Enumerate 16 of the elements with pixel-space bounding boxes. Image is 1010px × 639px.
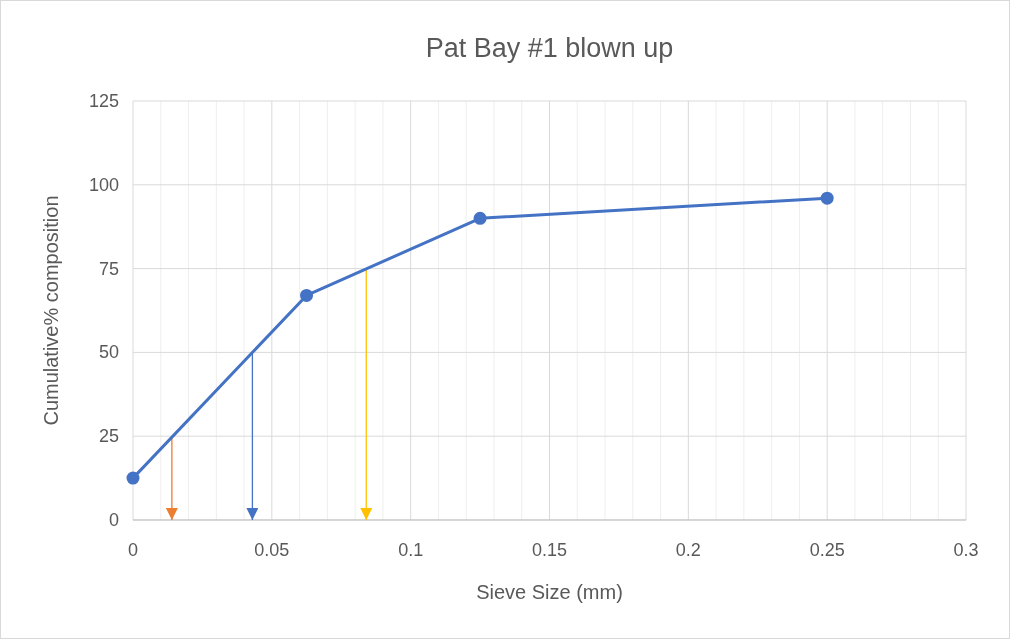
x-tick-label: 0 [127, 540, 139, 560]
x-tick-label: 0.2 [675, 540, 701, 560]
x-tick-label: 0.25 [809, 540, 845, 560]
y-tick-label: 100 [88, 174, 119, 195]
x-tick-label: 0.3 [953, 540, 979, 560]
y-tick-label: 125 [88, 91, 119, 111]
y-axis-title: Cumulative% composition [40, 195, 62, 426]
x-tick-label: 0.1 [398, 540, 424, 560]
y-tick-label: 0 [108, 510, 119, 530]
y-tick-label: 50 [98, 342, 119, 363]
chart-title: Pat Bay #1 blown up [425, 33, 674, 63]
x-tick-label: 0.05 [254, 540, 290, 560]
y-tick-label: 25 [98, 426, 119, 447]
x-axis-title: Sieve Size (mm) [476, 581, 623, 603]
y-tick-label: 75 [98, 258, 119, 279]
x-tick-label: 0.15 [531, 540, 568, 560]
